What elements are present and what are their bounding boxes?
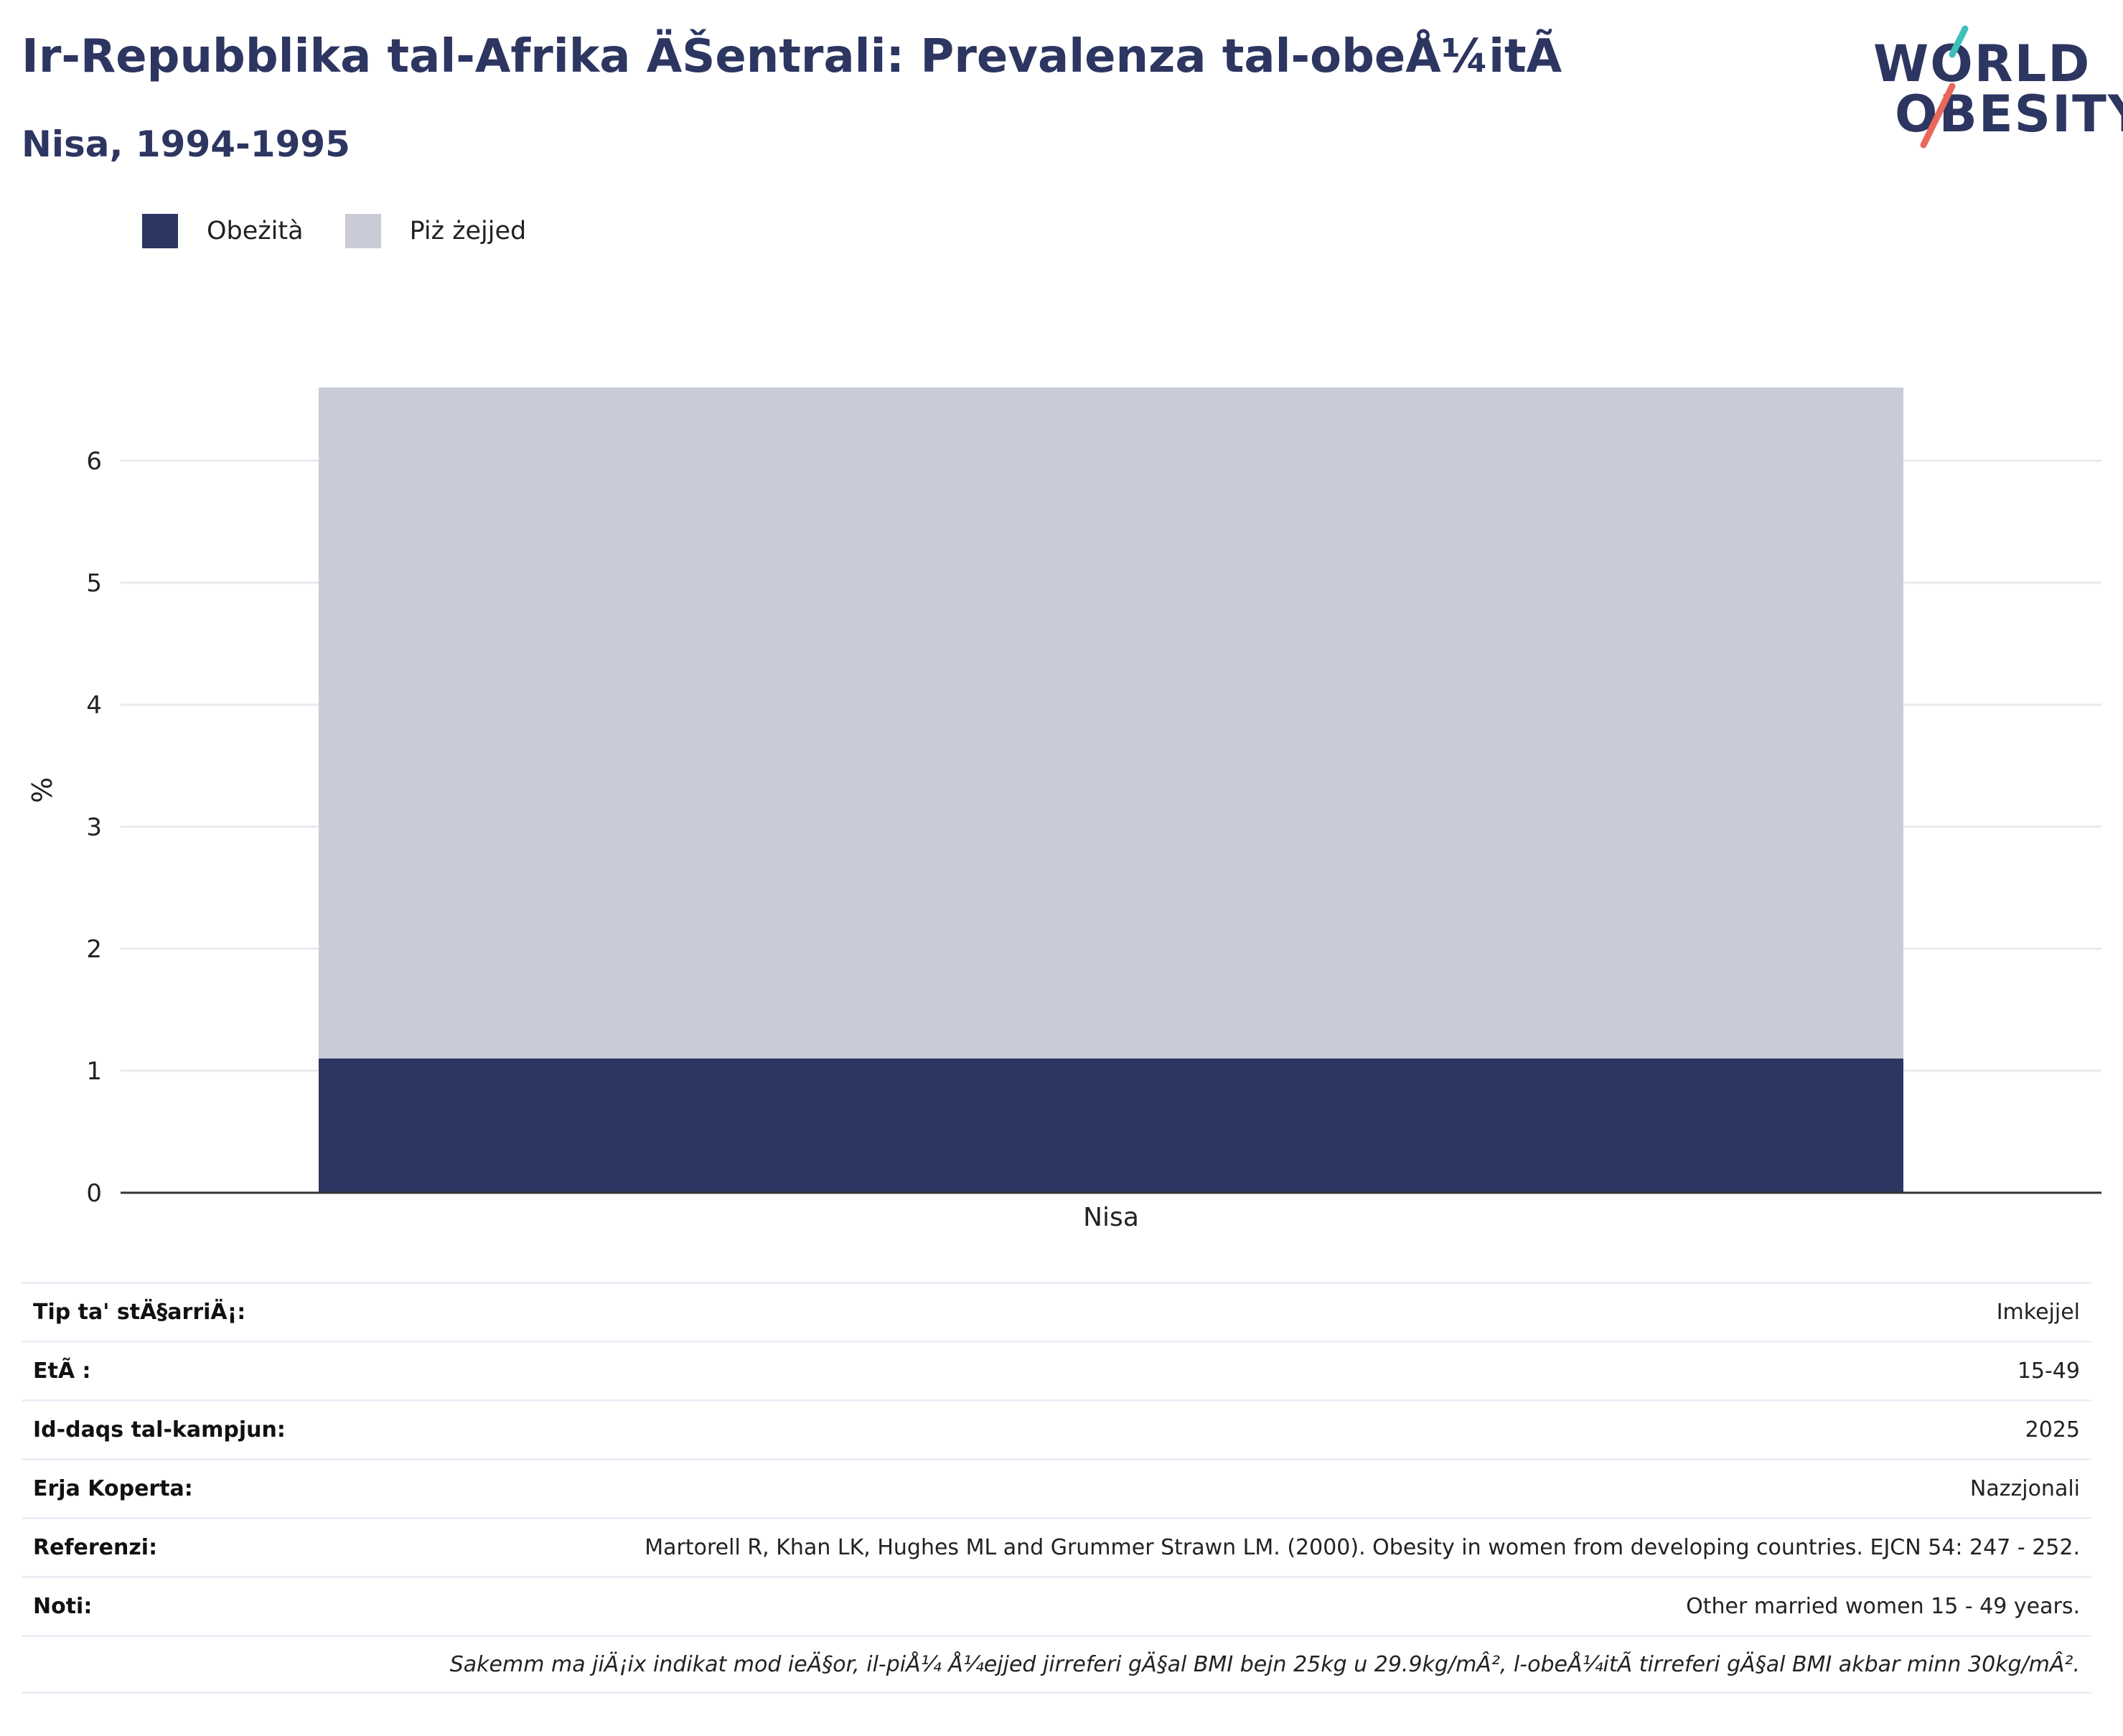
info-label: Noti: — [33, 1594, 92, 1619]
info-value: Other married women 15 - 49 years. — [1686, 1594, 2080, 1619]
info-value: Martorell R, Khan LK, Hughes ML and Grum… — [645, 1535, 2080, 1560]
info-row-footnote: Sakemm ma jiÄ¡ix indikat mod ieÄ§or, il-… — [22, 1635, 2091, 1694]
y-tick-label: 2 — [86, 935, 102, 964]
bar-segment-obese — [319, 1059, 1903, 1193]
bar-segment-overweight — [319, 388, 1903, 1059]
y-tick-label: 1 — [86, 1057, 102, 1086]
info-row: Referenzi: Martorell R, Khan LK, Hughes … — [22, 1517, 2091, 1576]
info-row: Tip ta' stÄ§arriÄ¡: Imkejjel — [22, 1282, 2091, 1341]
info-table: Tip ta' stÄ§arriÄ¡: Imkejjel EtÃ : 15-49… — [22, 1282, 2091, 1694]
info-value: Imkejjel — [1997, 1300, 2080, 1325]
info-row: Erja Koperta: Nazzjonali — [22, 1458, 2091, 1517]
info-label: Tip ta' stÄ§arriÄ¡: — [33, 1300, 245, 1325]
x-tick-label: Nisa — [1083, 1203, 1139, 1232]
info-row: Noti: Other married women 15 - 49 years. — [22, 1576, 2091, 1635]
y-tick-label: 6 — [86, 447, 102, 476]
y-tick-label: 4 — [86, 691, 102, 720]
y-axis-label: % — [27, 777, 58, 803]
y-tick-label: 0 — [86, 1179, 102, 1208]
info-value: 15-49 — [2017, 1359, 2080, 1384]
info-label: Referenzi: — [33, 1535, 157, 1560]
info-row: EtÃ : 15-49 — [22, 1341, 2091, 1399]
footnote-text: Sakemm ma jiÄ¡ix indikat mod ieÄ§or, il-… — [450, 1652, 2080, 1677]
info-value: 2025 — [2025, 1417, 2080, 1442]
y-tick-label: 3 — [86, 813, 102, 842]
info-label: EtÃ : — [33, 1359, 91, 1384]
info-row: Id-daqs tal-kampjun: 2025 — [22, 1399, 2091, 1458]
info-label: Erja Koperta: — [33, 1476, 193, 1501]
info-label: Id-daqs tal-kampjun: — [33, 1417, 286, 1442]
y-tick-label: 5 — [86, 569, 102, 598]
info-value: Nazzjonali — [1970, 1476, 2080, 1501]
bar-chart: 0 1 2 3 4 5 6 Nisa% — [0, 0, 2123, 1263]
